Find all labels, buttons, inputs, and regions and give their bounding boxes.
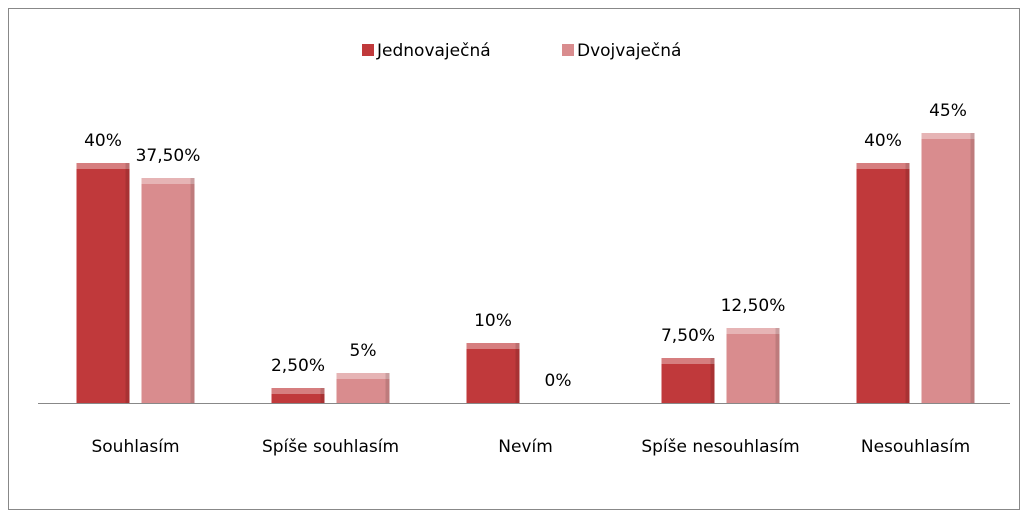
- bar-bevel: [271, 388, 325, 394]
- x-tick-label: Nesouhlasím: [860, 437, 971, 457]
- bar-bevel: [921, 133, 975, 139]
- legend-marker: [562, 44, 574, 56]
- legend-label: Jednovaječná: [376, 41, 491, 61]
- bar-bevel: [856, 163, 910, 169]
- data-label: 37,50%: [136, 146, 201, 166]
- bar: [141, 178, 195, 403]
- x-tick-label: Souhlasím: [91, 437, 180, 457]
- data-label: 0%: [545, 371, 572, 391]
- data-label: 5%: [350, 341, 377, 361]
- bar-shade: [125, 163, 130, 403]
- bar-bevel: [466, 343, 520, 349]
- bar-bevel: [661, 358, 715, 364]
- bar-shade: [385, 373, 390, 403]
- bar-shade: [710, 358, 715, 403]
- data-label: 10%: [474, 311, 512, 331]
- data-label: 40%: [84, 131, 122, 151]
- data-label: 7,50%: [661, 326, 715, 346]
- x-tick-label: Spíše nesouhlasím: [641, 437, 800, 457]
- bar-bevel: [336, 373, 390, 379]
- bar: [466, 343, 520, 403]
- data-label: 45%: [929, 101, 967, 121]
- bar: [661, 358, 715, 403]
- x-tick-label: Spíše souhlasím: [261, 437, 400, 457]
- bar-shade: [320, 388, 325, 403]
- x-tick-label: Nevím: [498, 437, 553, 457]
- legend-label: Dvojvaječná: [577, 41, 681, 61]
- legend-marker: [362, 44, 374, 56]
- bar-shade: [905, 163, 910, 403]
- bar-bevel: [141, 178, 195, 184]
- bar-bevel: [76, 163, 130, 169]
- bar: [271, 388, 325, 403]
- bar: [921, 133, 975, 403]
- bar-shade: [515, 343, 520, 403]
- data-label: 2,50%: [271, 356, 325, 376]
- bar-bevel: [726, 328, 780, 334]
- bar: [336, 373, 390, 403]
- bar: [856, 163, 910, 403]
- data-label: 40%: [864, 131, 902, 151]
- bar: [76, 163, 130, 403]
- bar-shade: [970, 133, 975, 403]
- bar-shade: [775, 328, 780, 403]
- bar: [726, 328, 780, 403]
- data-label: 12,50%: [721, 296, 786, 316]
- bar-shade: [190, 178, 195, 403]
